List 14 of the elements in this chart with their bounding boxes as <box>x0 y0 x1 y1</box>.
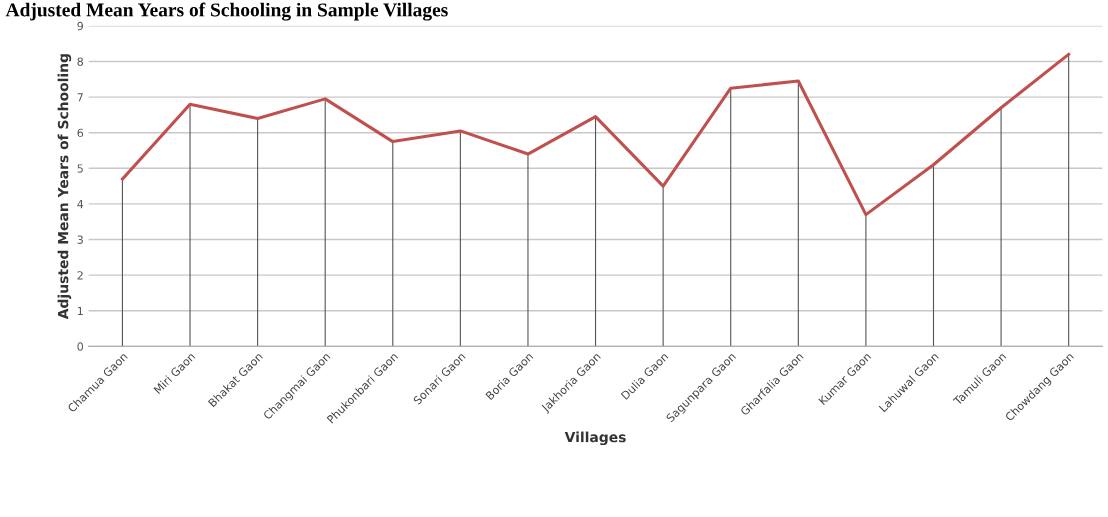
line-series <box>120 52 1071 217</box>
y-tick-label: 6 <box>77 128 84 138</box>
y-axis-title: Adjusted Mean Years of Schooling <box>57 54 72 320</box>
y-tick-label: 9 <box>77 21 83 31</box>
y-tick-label: 3 <box>77 235 83 244</box>
chart-title: Adjusted Mean Years of Schooling in Sample Villages <box>5 2 448 21</box>
y-tick-label: 2 <box>77 271 83 280</box>
x-axis-title: Villages <box>564 431 626 446</box>
y-tick-label: 1 <box>77 306 83 315</box>
y-tick-label: 4 <box>77 200 84 209</box>
y-tick-label: 0 <box>77 342 84 351</box>
y-tick-label: 5 <box>77 164 83 173</box>
y-tick-label: 8 <box>77 57 84 66</box>
y-tick-label: 7 <box>77 93 83 102</box>
